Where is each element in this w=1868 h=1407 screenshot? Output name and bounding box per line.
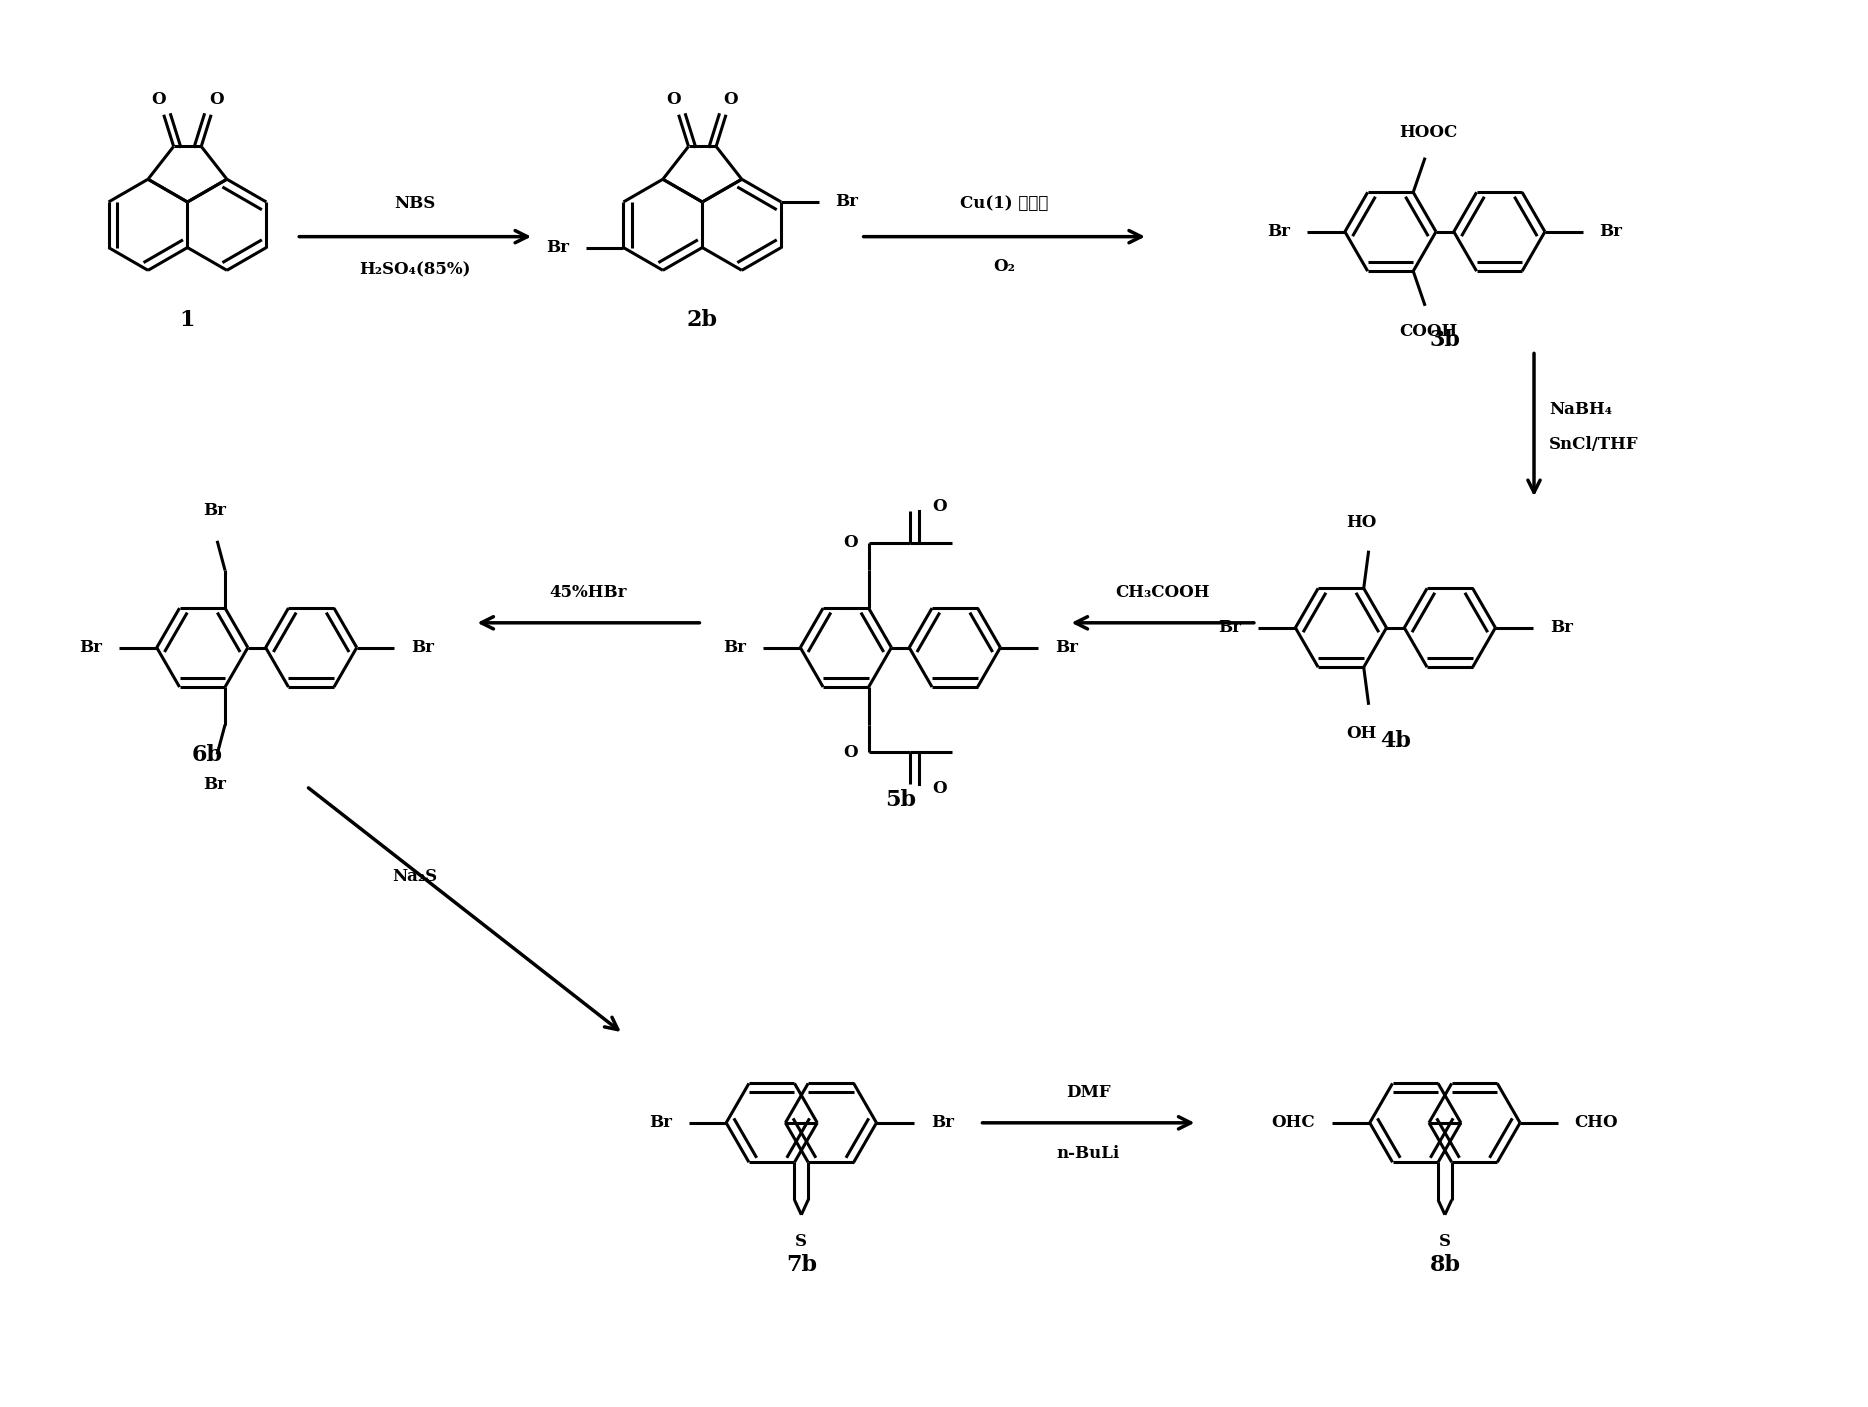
Text: Br: Br xyxy=(204,502,226,519)
Text: Br: Br xyxy=(648,1114,672,1131)
Text: S: S xyxy=(1438,1233,1451,1249)
Text: O: O xyxy=(209,91,224,108)
Text: HOOC: HOOC xyxy=(1399,124,1457,141)
Text: n-BuLi: n-BuLi xyxy=(1057,1145,1121,1162)
Text: CHO: CHO xyxy=(1575,1114,1618,1131)
Text: O: O xyxy=(844,535,857,552)
Text: Br: Br xyxy=(78,639,103,656)
Text: 4b: 4b xyxy=(1380,730,1410,751)
Text: Br: Br xyxy=(1055,639,1078,656)
Text: 6b: 6b xyxy=(192,744,222,767)
Text: O₂: O₂ xyxy=(994,259,1014,276)
Text: H₂SO₄(85%): H₂SO₄(85%) xyxy=(359,262,471,279)
Text: Br: Br xyxy=(1218,619,1240,636)
Text: OHC: OHC xyxy=(1272,1114,1315,1131)
Text: Na₂S: Na₂S xyxy=(392,868,437,885)
Text: 7b: 7b xyxy=(786,1255,816,1276)
Text: CH₃COOH: CH₃COOH xyxy=(1115,584,1210,601)
Text: O: O xyxy=(844,744,857,761)
Text: Br: Br xyxy=(411,639,433,656)
Text: Br: Br xyxy=(545,239,570,256)
Text: 8b: 8b xyxy=(1429,1255,1461,1276)
Text: O: O xyxy=(723,91,738,108)
Text: Cu(1) 吵噐ٮ: Cu(1) 吵噐ٮ xyxy=(960,196,1048,212)
Text: Br: Br xyxy=(204,777,226,794)
Text: O: O xyxy=(667,91,682,108)
Text: Br: Br xyxy=(1550,619,1573,636)
Text: 45%HBr: 45%HBr xyxy=(549,584,628,601)
Text: Br: Br xyxy=(723,639,745,656)
Text: 2b: 2b xyxy=(687,310,717,332)
Text: 3b: 3b xyxy=(1429,329,1461,350)
Text: 5b: 5b xyxy=(885,789,915,810)
Text: Br: Br xyxy=(835,194,859,211)
Text: NBS: NBS xyxy=(394,196,435,212)
Text: Br: Br xyxy=(1599,224,1623,241)
Text: DMF: DMF xyxy=(1067,1083,1111,1102)
Text: OH: OH xyxy=(1347,725,1377,741)
Text: S: S xyxy=(796,1233,807,1249)
Text: Br: Br xyxy=(930,1114,955,1131)
Text: O: O xyxy=(932,498,947,515)
Text: 1: 1 xyxy=(179,310,194,332)
Text: O: O xyxy=(151,91,166,108)
Text: COOH: COOH xyxy=(1399,322,1457,339)
Text: Br: Br xyxy=(1268,224,1291,241)
Text: SnCl/THF: SnCl/THF xyxy=(1549,436,1638,453)
Text: HO: HO xyxy=(1347,514,1377,530)
Text: NaBH₄: NaBH₄ xyxy=(1549,401,1612,418)
Text: O: O xyxy=(932,781,947,798)
